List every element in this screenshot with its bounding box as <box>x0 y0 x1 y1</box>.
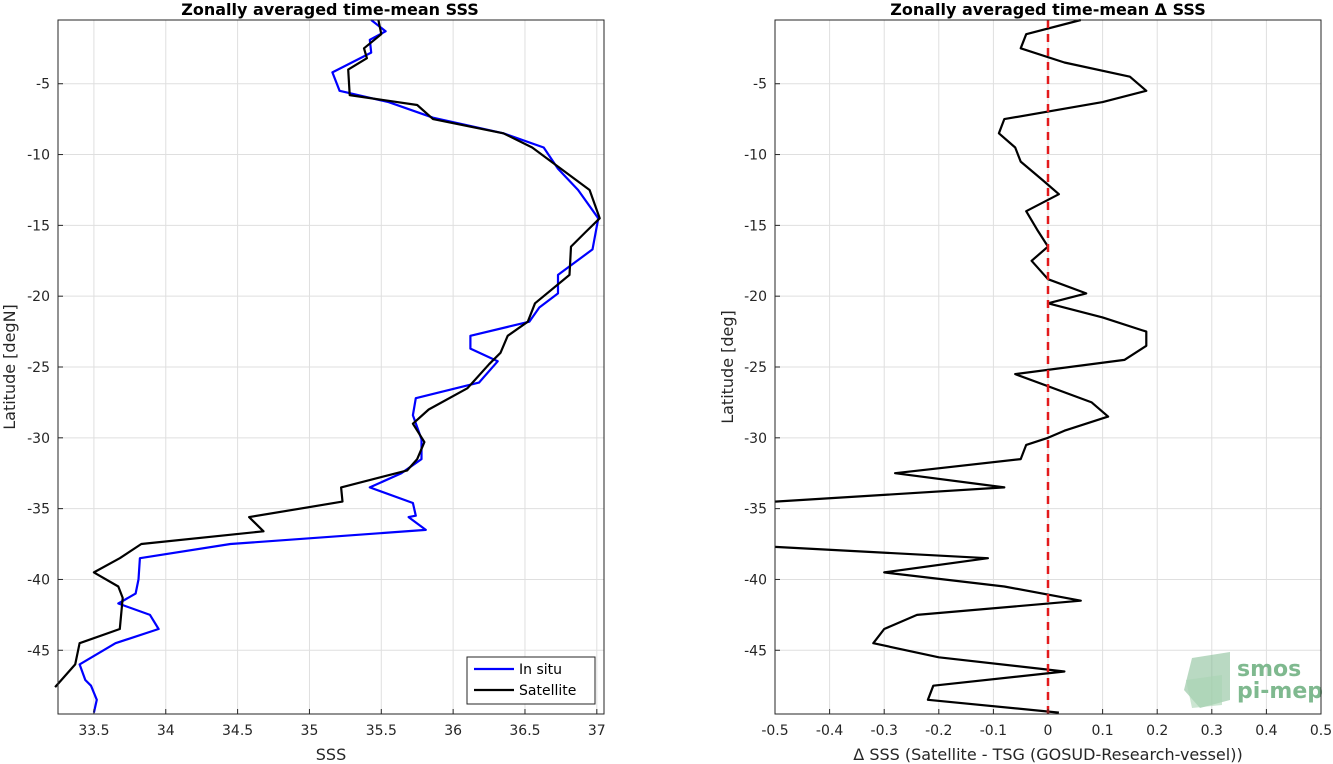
logo-graphic-shade-icon <box>1186 675 1222 708</box>
logo-text-smos: smos <box>1237 657 1301 682</box>
right-chart-title: Zonally averaged time-mean Δ SSS <box>890 0 1206 19</box>
right-y-tick-label: -30 <box>744 431 767 447</box>
right-x-tick-label: 0.4 <box>1255 723 1277 739</box>
right-series-line-segment-1 <box>774 18 1148 503</box>
left-series <box>54 19 601 713</box>
left-y-tick-label: -40 <box>27 572 50 588</box>
left-y-axis-label: Latitude [degN] <box>0 304 19 430</box>
left-y-tick-label: -30 <box>27 431 50 447</box>
left-y-tick-label: -5 <box>36 77 50 93</box>
left-x-tick-label: 33.5 <box>78 723 109 739</box>
logo-text-pimep: pi-mep <box>1237 679 1323 704</box>
left-x-axis-label: SSS <box>316 745 346 764</box>
right-x-tick-label: -0.3 <box>871 723 898 739</box>
right-chart-panel: Zonally averaged time-mean Δ SSS smos pi… <box>718 0 1332 764</box>
left-chart-panel: Zonally averaged time-mean SSS 33.5 34 34.… <box>0 0 606 764</box>
left-x-tick-label: 34 <box>157 723 175 739</box>
left-ticks: 33.5 34 34.5 35 35.5 36 36.5 37 -5 -10 -15 -20 -25 -3… <box>27 77 606 739</box>
left-series-line-satellite <box>54 19 601 688</box>
legend-label-in-situ: In situ <box>519 662 562 678</box>
right-x-tick-label: 0.5 <box>1310 723 1332 739</box>
legend-box <box>466 656 596 705</box>
right-x-tick-label: 0.3 <box>1201 723 1223 739</box>
right-y-tick-label: -35 <box>744 502 767 518</box>
right-y-tick-label: -15 <box>744 218 767 234</box>
right-y-tick-label: -25 <box>744 360 767 376</box>
left-x-tick-label: 35.5 <box>366 723 397 739</box>
left-chart-title: Zonally averaged time-mean SSS <box>181 0 479 19</box>
right-x-axis-label: Δ SSS (Satellite - TSG (GOSUD-Research-v… <box>853 745 1242 764</box>
logo: smos pi-mep <box>1184 652 1323 708</box>
right-y-tick-label: -45 <box>744 643 767 659</box>
right-x-tick-label: -0.1 <box>980 723 1007 739</box>
right-series <box>774 18 1148 714</box>
left-x-tick-label: 37 <box>588 723 606 739</box>
left-y-tick-label: -35 <box>27 502 50 518</box>
right-x-tick-label: 0.1 <box>1091 723 1113 739</box>
left-y-tick-label: -45 <box>27 643 50 659</box>
legend: In situ Satellite <box>466 656 596 705</box>
right-y-tick-label: -5 <box>753 77 767 93</box>
legend-label-satellite: Satellite <box>519 683 576 699</box>
right-x-tick-label: -0.2 <box>925 723 952 739</box>
left-y-tick-label: -15 <box>27 218 50 234</box>
left-x-tick-label: 36 <box>444 723 462 739</box>
right-y-tick-label: -10 <box>744 148 767 164</box>
left-x-tick-label: 36.5 <box>509 723 540 739</box>
right-y-tick-label: -20 <box>744 289 767 305</box>
right-x-tick-label: 0 <box>1044 723 1053 739</box>
left-y-tick-label: -25 <box>27 360 50 376</box>
right-x-tick-label: -0.4 <box>816 723 843 739</box>
right-series-line-segment-2 <box>774 545 1082 714</box>
left-y-tick-label: -20 <box>27 289 50 305</box>
right-y-tick-label: -40 <box>744 572 767 588</box>
left-grid <box>58 20 604 714</box>
right-x-tick-label: -0.5 <box>761 723 788 739</box>
right-x-tick-label: 0.2 <box>1146 723 1168 739</box>
left-x-tick-label: 35 <box>301 723 319 739</box>
right-y-axis-label: Latitude [deg] <box>718 310 737 424</box>
left-y-tick-label: -10 <box>27 148 50 164</box>
left-x-tick-label: 34.5 <box>222 723 253 739</box>
right-ticks: -0.5 -0.4 -0.3 -0.2 -0.1 0 0.1 0.2 0.3 0.4 0.5 -5 -1… <box>744 77 1332 739</box>
